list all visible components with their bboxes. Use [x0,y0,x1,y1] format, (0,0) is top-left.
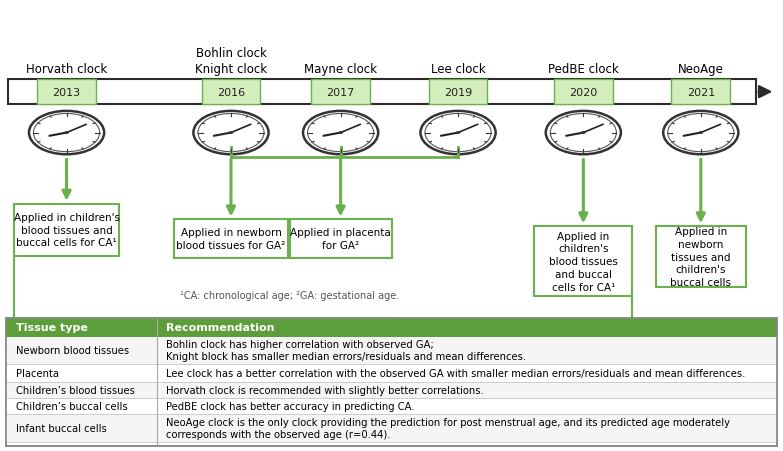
Circle shape [338,132,343,134]
Text: Bohlin clock has higher correlation with observed GA;
Knight block has smaller m: Bohlin clock has higher correlation with… [166,339,526,362]
Text: NeoAge: NeoAge [678,63,723,75]
Circle shape [229,132,233,134]
Text: Applied in placenta
for GA²: Applied in placenta for GA² [290,228,391,250]
Text: 2020: 2020 [569,87,597,97]
Text: Applied in
newborn
tissues and
children's
buccal cells: Applied in newborn tissues and children'… [670,226,731,288]
Circle shape [550,114,616,152]
Text: ¹CA: chronological age; ²GA: gestational age.: ¹CA: chronological age; ²GA: gestational… [180,290,399,300]
Circle shape [34,114,99,152]
Text: Applied in newborn
blood tissues for GA²: Applied in newborn blood tissues for GA² [176,228,286,250]
FancyBboxPatch shape [6,318,777,337]
FancyBboxPatch shape [672,80,731,105]
Text: Children’s buccal cells: Children’s buccal cells [16,401,128,411]
Text: 2019: 2019 [444,87,472,97]
Text: PedBE clock has better accuracy in predicting CA.: PedBE clock has better accuracy in predi… [166,401,415,411]
FancyBboxPatch shape [6,398,777,414]
Text: PedBE clock: PedBE clock [548,63,619,75]
Text: Placenta: Placenta [16,368,59,378]
Text: Infant buccal cells: Infant buccal cells [16,423,106,433]
FancyBboxPatch shape [290,220,392,258]
Text: Mayne clock: Mayne clock [304,63,377,75]
Text: NeoAge clock is the only clock providing the prediction for post menstrual age, : NeoAge clock is the only clock providing… [166,417,730,439]
Text: 2016: 2016 [217,87,245,97]
Text: Recommendation: Recommendation [166,322,275,332]
FancyBboxPatch shape [6,318,777,446]
Text: Horvath clock: Horvath clock [26,63,107,75]
Text: Children’s blood tissues: Children’s blood tissues [16,385,135,395]
Text: Applied in
children's
blood tissues
and buccal
cells for CA¹: Applied in children's blood tissues and … [549,231,618,292]
FancyBboxPatch shape [174,220,287,258]
Circle shape [198,114,264,152]
Circle shape [668,114,734,152]
Circle shape [308,114,373,152]
Text: Applied in children's
blood tissues and
buccal cells for CA¹: Applied in children's blood tissues and … [13,212,120,248]
FancyBboxPatch shape [38,80,96,105]
FancyBboxPatch shape [6,337,777,364]
Circle shape [425,114,491,152]
FancyBboxPatch shape [429,80,487,105]
Text: Tissue type: Tissue type [16,322,88,332]
FancyBboxPatch shape [202,80,261,105]
FancyBboxPatch shape [6,382,777,398]
Circle shape [456,132,460,134]
Text: Newborn blood tissues: Newborn blood tissues [16,345,128,355]
Circle shape [64,132,69,134]
Text: Lee clock: Lee clock [431,63,485,75]
Text: 2013: 2013 [52,87,81,97]
FancyBboxPatch shape [6,414,777,442]
Text: Bohlin clock
Knight clock: Bohlin clock Knight clock [195,46,267,75]
FancyBboxPatch shape [14,204,120,256]
Circle shape [581,132,586,134]
FancyBboxPatch shape [554,80,613,105]
FancyBboxPatch shape [312,80,370,105]
FancyBboxPatch shape [656,226,745,288]
Text: 2021: 2021 [687,87,715,97]
FancyBboxPatch shape [8,80,756,105]
Text: Lee clock has a better correlation with the observed GA with smaller median erro: Lee clock has a better correlation with … [166,368,745,378]
FancyBboxPatch shape [6,364,777,382]
Text: 2017: 2017 [327,87,355,97]
FancyBboxPatch shape [535,226,633,297]
Text: Horvath clock is recommended with slightly better correlations.: Horvath clock is recommended with slight… [166,385,484,395]
Circle shape [698,132,703,134]
